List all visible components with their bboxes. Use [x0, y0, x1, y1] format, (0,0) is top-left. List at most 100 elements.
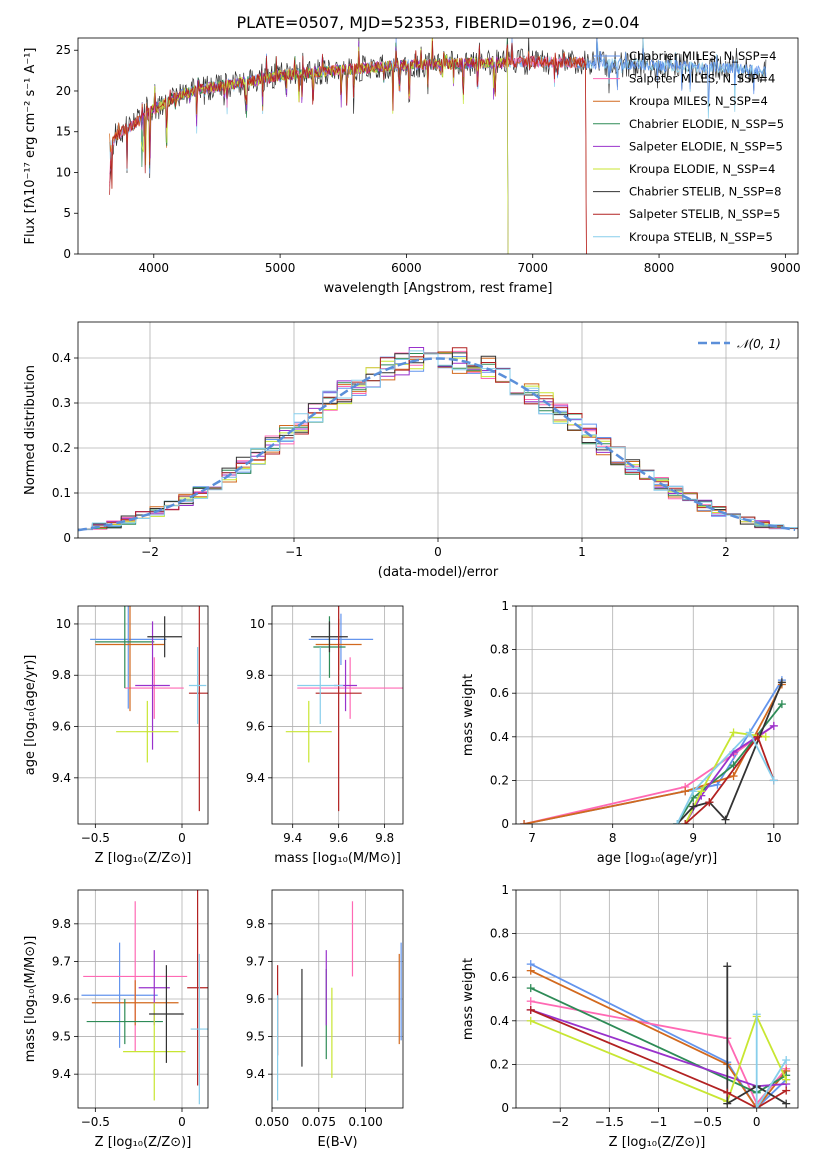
- errorbar-point: [90, 606, 167, 709]
- y-tick-label: 0.6: [490, 970, 509, 984]
- y-tick-label: 1: [501, 599, 509, 613]
- x-tick-label: −0.5: [693, 1115, 722, 1129]
- x-tick-label: −2: [141, 545, 159, 559]
- y-tick-label: 0.8: [490, 927, 509, 941]
- errorbar-point: [285, 700, 332, 763]
- weight-marker: [681, 787, 690, 796]
- legend-entry: Kroupa MILES, N_SSP=4: [629, 94, 768, 108]
- plot-area: [272, 606, 403, 824]
- spectrum-legend: Chabrier MILES, N_SSP=4 Salpeter MILES, N…: [593, 49, 784, 244]
- legend-entry: Chabrier ELODIE, N_SSP=5: [629, 117, 784, 131]
- spectrum-line: [109, 40, 587, 254]
- x-tick-label: 10: [766, 831, 781, 845]
- y-tick-label: 0.2: [490, 773, 509, 787]
- plot-area: [516, 606, 798, 824]
- figure-title: PLATE=0507, MJD=52353, FIBERID=0196, z=0…: [236, 13, 639, 32]
- weight-marker: [689, 802, 698, 811]
- x-tick-label: 0: [434, 545, 442, 559]
- plot-area: [78, 890, 208, 1108]
- axes-frame: [77, 37, 799, 255]
- y-tick-label: 0.4: [490, 730, 509, 744]
- weight-marker: [526, 1016, 535, 1025]
- weight-marker: [723, 962, 732, 971]
- x-tick-label: 0.075: [302, 1115, 336, 1129]
- weight-marker: [782, 1075, 791, 1084]
- x-axis-label: wavelength [Angstrom, rest frame]: [324, 281, 553, 296]
- weight-marker: [729, 772, 738, 781]
- weight-marker: [769, 776, 778, 785]
- x-axis-label: Z [log₁₀(Z/Z⊙)]: [95, 851, 192, 866]
- weight-marker: [723, 1088, 732, 1097]
- y-tick-label: 9.6: [52, 992, 71, 1006]
- y-tick-label: 5: [63, 206, 71, 220]
- y-tick-label: 9.4: [246, 771, 265, 785]
- x-axis-label: Z [log₁₀(Z/Z⊙)]: [95, 1135, 192, 1150]
- weight-line: [530, 1014, 788, 1103]
- weight-marker: [689, 787, 698, 796]
- weight-marker: [520, 820, 529, 824]
- errorbar-point: [124, 657, 184, 719]
- weight-marker: [782, 1086, 791, 1095]
- plot-area: [109, 38, 767, 254]
- weight-marker: [752, 1104, 761, 1108]
- weight-marker: [729, 728, 738, 737]
- weight-marker: [782, 1099, 791, 1108]
- y-axis-label: age [log₁₀(age/yr)]: [23, 655, 38, 776]
- weight-line: [523, 725, 775, 824]
- spectrum-panel: 4000 5000 6000 7000 8000 9000 0 5 10 15 20 25 wavele…: [23, 37, 801, 296]
- y-tick-label: 9.8: [246, 668, 265, 682]
- weight-marker: [721, 815, 730, 824]
- axes-frame: [271, 889, 404, 1109]
- x-tick-label: 9.6: [329, 831, 348, 845]
- y-tick-label: 0.3: [52, 396, 71, 410]
- y-tick-label: 0: [501, 1101, 509, 1115]
- mass-vs-extinction-panel: 0.050 0.075 0.100 9.4 9.5 9.6 9.7 9.8 E(B-V): [246, 889, 404, 1150]
- x-tick-label: 6000: [391, 261, 422, 275]
- plot-area: [78, 322, 798, 538]
- x-tick-label: −1.5: [595, 1115, 624, 1129]
- y-tick-label: 0.1: [52, 486, 71, 500]
- weight-marker: [526, 997, 535, 1006]
- legend-entry: Kroupa ELODIE, N_SSP=4: [629, 162, 775, 176]
- y-tick-label: 0: [501, 817, 509, 831]
- errorbar-point: [81, 942, 158, 1048]
- axes-frame: [77, 889, 209, 1109]
- residual-histogram-panel: −2 −1 0 1 2 0 0.1 0.2 0.3 0.4 (data-model)/error No…: [23, 321, 799, 580]
- mass-vs-metallicity-panel: −0.5 0 9.4 9.5 9.6 9.7 9.8 Z [log₁₀(Z/Z⊙)] mass …: [23, 889, 209, 1150]
- y-tick-label: 15: [56, 125, 71, 139]
- y-tick-label: 9.4: [52, 1067, 71, 1081]
- x-axis-label: mass [log₁₀(M/M⊙)]: [274, 851, 401, 866]
- errorbar-point: [187, 890, 208, 1086]
- x-tick-label: 0.100: [348, 1115, 382, 1129]
- x-tick-label: 2: [722, 545, 730, 559]
- weight-vs-metallicity-panel: −2 −1.5 −1 −0.5 0 0 0.2 0.4 0.6 0.8 1 Z [log₁₀(Z/Z⊙…: [461, 883, 799, 1150]
- errorbar-point: [91, 980, 179, 1026]
- errorbar-point: [297, 657, 403, 719]
- y-tick-label: 0: [63, 531, 71, 545]
- weight-line: [755, 1014, 787, 1108]
- errorbar-point: [190, 953, 208, 1105]
- legend-entry: Kroupa STELIB, N_SSP=5: [629, 230, 773, 244]
- y-tick-label: 0.4: [490, 1014, 509, 1028]
- spectrum-line: [140, 38, 509, 254]
- weight-marker: [745, 728, 754, 737]
- weight-marker: [752, 1010, 761, 1019]
- y-tick-label: 10: [250, 617, 265, 631]
- age-vs-mass-panel: 9.4 9.6 9.8 9.4 9.6 9.8 10 mass [log₁₀(M/M⊙)]: [246, 605, 404, 866]
- x-axis-label: Z [log₁₀(Z/Z⊙)]: [609, 1135, 706, 1150]
- y-tick-label: 9.6: [52, 720, 71, 734]
- x-tick-label: 0: [753, 1115, 761, 1129]
- errorbar-point: [297, 647, 344, 724]
- y-tick-label: 9.8: [52, 917, 71, 931]
- y-tick-label: 10: [56, 617, 71, 631]
- x-tick-label: −1: [285, 545, 303, 559]
- axes-frame: [271, 605, 404, 825]
- legend-entry: 𝒩(0, 1): [737, 337, 781, 351]
- errorbar-point: [83, 901, 188, 1052]
- y-tick-label: 25: [56, 43, 71, 57]
- weight-marker: [713, 780, 722, 789]
- y-tick-label: 9.5: [246, 1030, 265, 1044]
- weight-line: [684, 734, 775, 824]
- weight-marker: [753, 732, 762, 741]
